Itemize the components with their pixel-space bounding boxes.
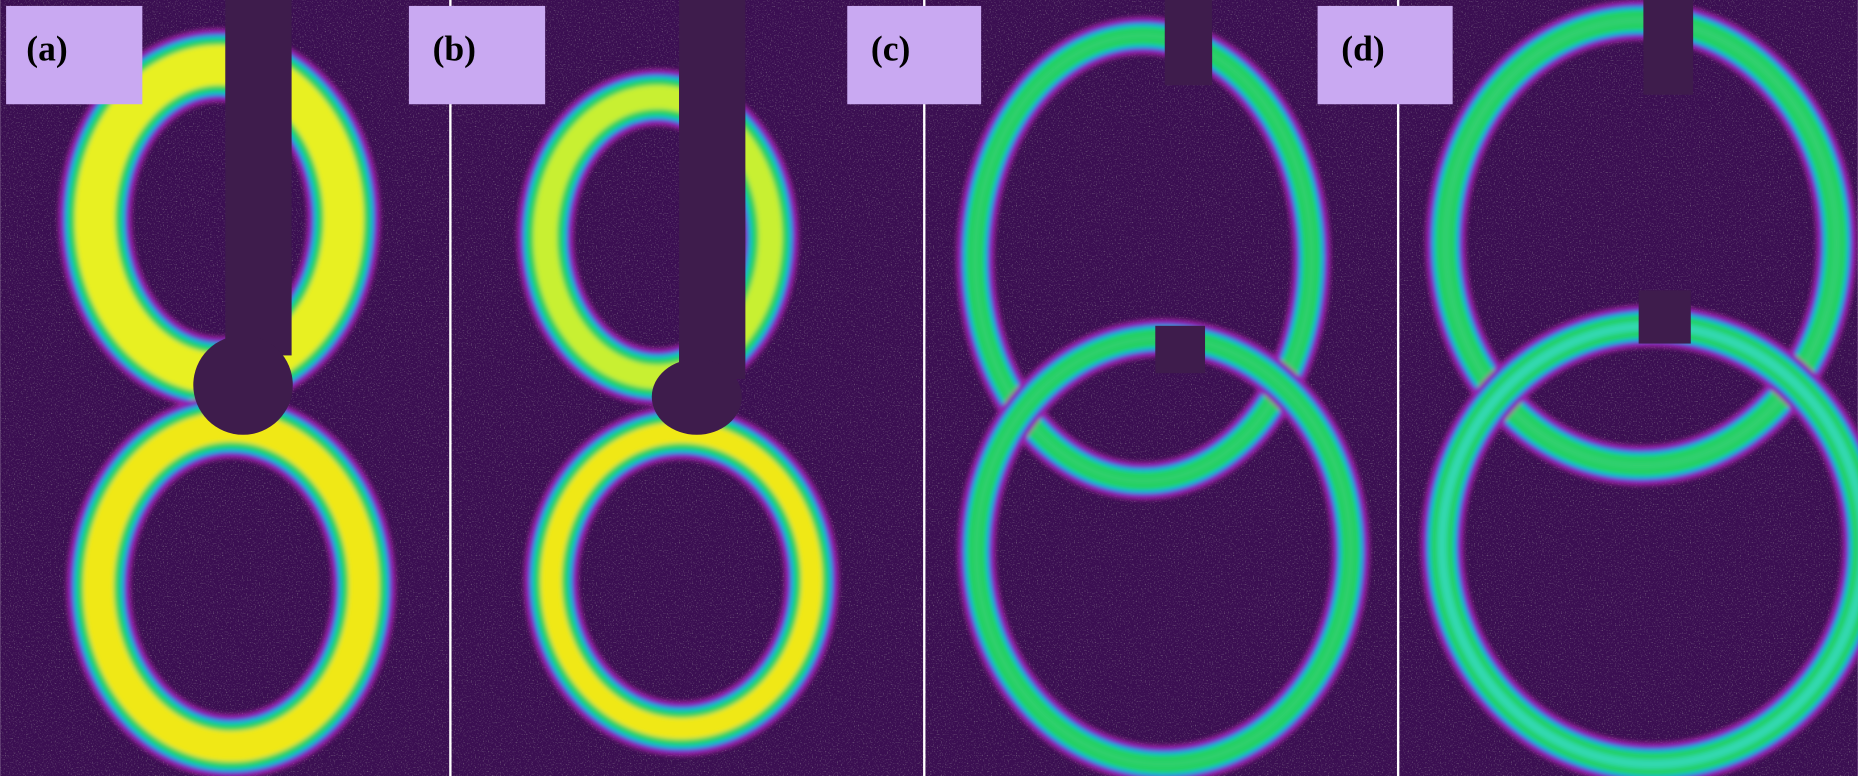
probe	[1165, 0, 1212, 85]
probe-tip	[193, 335, 293, 435]
probe	[1639, 290, 1691, 343]
panel-label: (a)	[6, 6, 142, 104]
probe	[225, 0, 291, 355]
label-box	[847, 6, 981, 104]
panel-label: (c)	[847, 6, 981, 104]
probe	[679, 0, 745, 379]
panel-label: (b)	[409, 6, 545, 104]
probe	[1155, 326, 1205, 373]
label-text: (b)	[433, 28, 476, 68]
probe	[1643, 0, 1693, 95]
page: (a) (b) (c) (d) (() => { const data = JS…	[0, 0, 1858, 776]
figure: (a) (b) (c) (d)	[0, 0, 1858, 776]
label-text: (d)	[1341, 28, 1384, 68]
label-box	[1318, 6, 1453, 104]
label-text: (a)	[26, 28, 67, 68]
panel-label: (d)	[1318, 6, 1453, 104]
probe-tip	[652, 359, 742, 435]
label-box	[409, 6, 545, 104]
label-text: (c)	[871, 28, 910, 68]
